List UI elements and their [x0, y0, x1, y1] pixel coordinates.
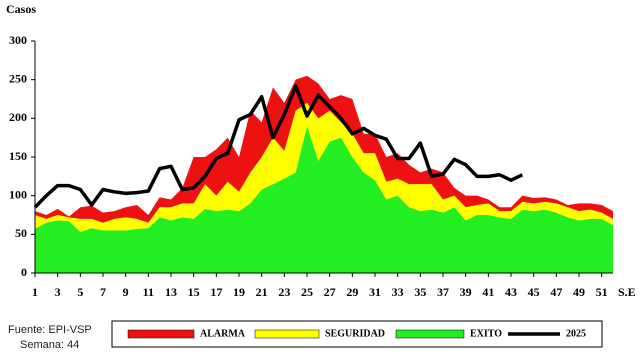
x-tick-label: 1: [32, 285, 38, 299]
x-tick-label: 23: [278, 285, 290, 299]
x-tick-label: 25: [301, 285, 313, 299]
x-tick-label: 7: [100, 285, 106, 299]
legend-swatch: [395, 329, 465, 339]
legend-label: SEGURIDAD: [325, 328, 385, 339]
legend-label: EXITO: [470, 328, 502, 339]
legend-swatch: [127, 329, 195, 339]
x-tick-label: 11: [143, 285, 154, 299]
x-tick-label: 37: [437, 285, 449, 299]
y-tick-label: 100: [9, 187, 27, 201]
legend-swatch: [254, 329, 320, 339]
x-tick-label: 41: [482, 285, 494, 299]
y-tick-label: 0: [21, 265, 27, 279]
y-axis-label: Casos: [6, 2, 36, 16]
x-tick-label: 15: [188, 285, 200, 299]
x-tick-label: 49: [573, 285, 585, 299]
x-tick-label: 35: [414, 285, 426, 299]
y-tick-label: 50: [15, 226, 27, 240]
x-tick-label: 47: [550, 285, 562, 299]
x-tick-label: 31: [369, 285, 381, 299]
x-tick-label: 19: [233, 285, 245, 299]
y-tick-label: 250: [9, 71, 27, 85]
legend-label: 2025: [566, 328, 586, 339]
y-tick-label: 150: [9, 149, 27, 163]
x-tick-label: 33: [392, 285, 404, 299]
note: Semana: 44: [20, 339, 79, 351]
legend-label: ALARMA: [200, 328, 246, 339]
x-tick-label: 9: [123, 285, 129, 299]
source: Fuente: EPI-VSP: [8, 324, 92, 336]
x-tick-label: 29: [346, 285, 358, 299]
y-tick-label: 200: [9, 110, 27, 124]
x-tick-label: 17: [210, 285, 222, 299]
area: [35, 126, 613, 273]
x-tick-label: 45: [528, 285, 540, 299]
x-tick-label: 21: [256, 285, 268, 299]
x-tick-label: 51: [596, 285, 608, 299]
x-tick-label: 39: [460, 285, 472, 299]
x-tick-label: 43: [505, 285, 517, 299]
area: [35, 102, 613, 233]
x-tick-label: 13: [165, 285, 177, 299]
x-tick-label: 5: [77, 285, 83, 299]
x-tick-label: 27: [324, 285, 336, 299]
area: [35, 75, 613, 223]
y-tick-label: 300: [9, 33, 27, 47]
x-tick-label: 3: [55, 285, 61, 299]
x-axis-label: S.E: [618, 285, 636, 299]
line: [33, 84, 524, 209]
